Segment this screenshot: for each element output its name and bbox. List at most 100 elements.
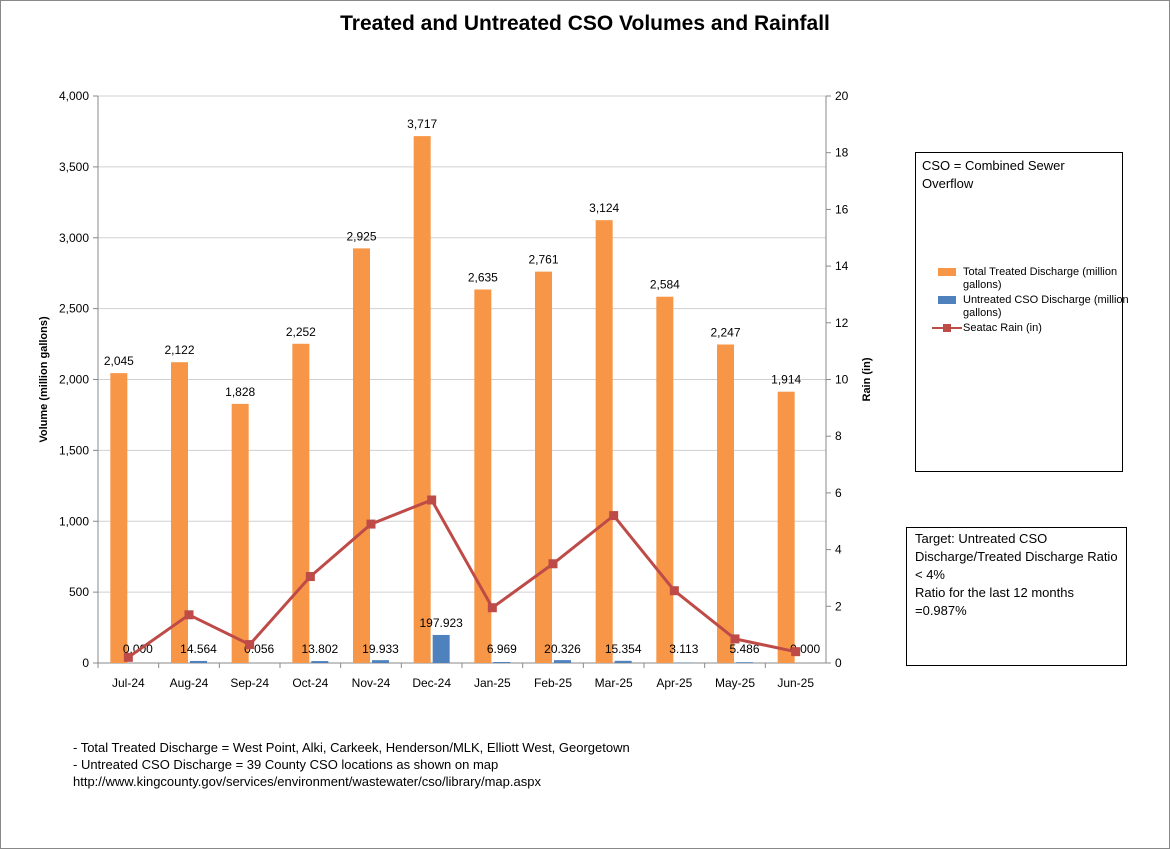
treated-bar-label: 3,124 (589, 201, 619, 215)
treated-bar (595, 220, 613, 663)
treated-bar (353, 248, 370, 663)
x-tick-label: Jun-25 (777, 676, 814, 690)
y2-tick-label: 18 (835, 146, 849, 160)
x-tick-label: Nov-24 (352, 676, 391, 690)
target-box: Target: Untreated CSO Discharge/Treated … (906, 527, 1127, 666)
treated-bar-label: 2,252 (286, 325, 316, 339)
x-tick-label: Aug-24 (170, 676, 209, 690)
legend-item-untreated: Untreated CSO Discharge (million gallons… (932, 294, 1157, 320)
treated-bar-label: 2,584 (650, 278, 680, 292)
rain-marker (305, 572, 315, 582)
y-tick-label: 4,000 (59, 89, 89, 103)
y2-tick-label: 10 (835, 373, 849, 387)
footnote-url: http://www.kingcounty.gov/services/envir… (73, 774, 541, 789)
y-tick-label: 0 (82, 656, 89, 670)
untreated-bar (432, 634, 450, 663)
treated-bar (777, 391, 795, 663)
y2-tick-label: 4 (835, 543, 842, 557)
untreated-bar (311, 661, 329, 663)
x-tick-label: Jan-25 (474, 676, 511, 690)
treated-bar-label: 2,045 (104, 354, 134, 368)
y-tick-label: 2,500 (59, 302, 89, 316)
x-tick-label: May-25 (715, 676, 755, 690)
legend-swatch-treated (938, 268, 956, 276)
untreated-bar-label: 3.113 (669, 642, 698, 656)
treated-bar (535, 271, 552, 663)
treated-bar (110, 373, 128, 663)
x-tick-label: Oct-24 (292, 676, 328, 690)
untreated-bar-label: 19.933 (362, 642, 399, 656)
untreated-bar (493, 662, 511, 663)
x-tick-label: Mar-25 (595, 676, 633, 690)
x-tick-label: Feb-25 (534, 676, 572, 690)
treated-bar (292, 343, 310, 663)
x-tick-label: Dec-24 (412, 676, 451, 690)
footnote-untreated: - Untreated CSO Discharge = 39 County CS… (73, 757, 499, 772)
footnotes: - Total Treated Discharge = West Point, … (73, 739, 630, 790)
treated-bar (171, 362, 188, 663)
y-tick-label: 1,500 (59, 443, 89, 457)
chart-legend: Total Treated Discharge (million gallons… (932, 266, 1157, 337)
treated-bar-label: 2,122 (164, 343, 194, 357)
rain-marker (427, 495, 437, 505)
legend-label-untreated: Untreated CSO Discharge (million gallons… (963, 294, 1129, 319)
footnote-treated: - Total Treated Discharge = West Point, … (73, 740, 630, 755)
treated-bar-label: 2,925 (346, 229, 376, 243)
y2-tick-label: 2 (835, 599, 842, 613)
treated-bar-label: 2,635 (468, 270, 498, 284)
rain-marker (609, 511, 619, 521)
rain-line (127, 498, 796, 659)
target-ratio-text: Target: Untreated CSO Discharge/Treated … (915, 531, 1118, 582)
cso-definition-text: CSO = Combined Sewer Overflow (922, 158, 1065, 191)
y2-axis-title: Rain (in) (861, 357, 873, 401)
untreated-bar-label: 197.923 (419, 616, 463, 630)
rain-marker (245, 640, 255, 650)
rain-marker (669, 586, 679, 596)
treated-bar (717, 344, 734, 663)
rain-marker (730, 634, 740, 644)
untreated-bar (372, 660, 389, 663)
rain-marker (548, 559, 558, 569)
legend-item-treated: Total Treated Discharge (million gallons… (932, 266, 1157, 292)
rain-marker (791, 647, 801, 657)
legend-label-rain: Seatac Rain (in) (963, 322, 1042, 334)
untreated-bar-label: 6.969 (487, 642, 517, 656)
legend-item-rain: Seatac Rain (in) (932, 322, 1157, 335)
untreated-bar-label: 14.564 (180, 642, 217, 656)
y-tick-label: 1,000 (59, 514, 89, 528)
y2-tick-label: 12 (835, 316, 849, 330)
cso-definition-box: CSO = Combined Sewer Overflow (915, 152, 1123, 472)
untreated-bar (190, 660, 207, 663)
treated-bar (474, 289, 492, 663)
legend-swatch-untreated (938, 296, 956, 304)
y-tick-label: 500 (69, 585, 89, 599)
legend-marker-rain (943, 324, 951, 332)
untreated-bar-label: 20.326 (544, 642, 581, 656)
treated-bar (231, 403, 249, 663)
rain-marker (366, 519, 376, 529)
untreated-bar (614, 660, 632, 663)
x-tick-label: Jul-24 (112, 676, 145, 690)
treated-bar-label: 2,247 (710, 325, 740, 339)
y2-tick-label: 14 (835, 259, 849, 273)
y2-tick-label: 8 (835, 429, 842, 443)
y2-tick-label: 0 (835, 656, 842, 670)
treated-bar-label: 3,717 (407, 117, 437, 131)
untreated-bar-label: 13.802 (301, 642, 338, 656)
untreated-bar-label: 15.354 (605, 642, 642, 656)
chart-title: Treated and Untreated CSO Volumes and Ra… (340, 12, 830, 35)
target-actual-text: Ratio for the last 12 months =0.987% (915, 585, 1074, 618)
treated-bar-label: 2,761 (528, 253, 558, 267)
legend-label-treated: Total Treated Discharge (million gallons… (963, 266, 1118, 291)
x-tick-label: Sep-24 (230, 676, 269, 690)
rain-marker (123, 652, 133, 662)
untreated-bar-label: 5.486 (729, 642, 759, 656)
treated-bar-label: 1,828 (225, 385, 255, 399)
y2-tick-label: 6 (835, 486, 842, 500)
y-axis-title: Volume (million gallons) (38, 316, 50, 443)
y-tick-label: 3,500 (59, 160, 89, 174)
y2-tick-label: 16 (835, 202, 849, 216)
treated-bar (656, 296, 674, 663)
treated-bar-label: 1,914 (771, 373, 801, 387)
